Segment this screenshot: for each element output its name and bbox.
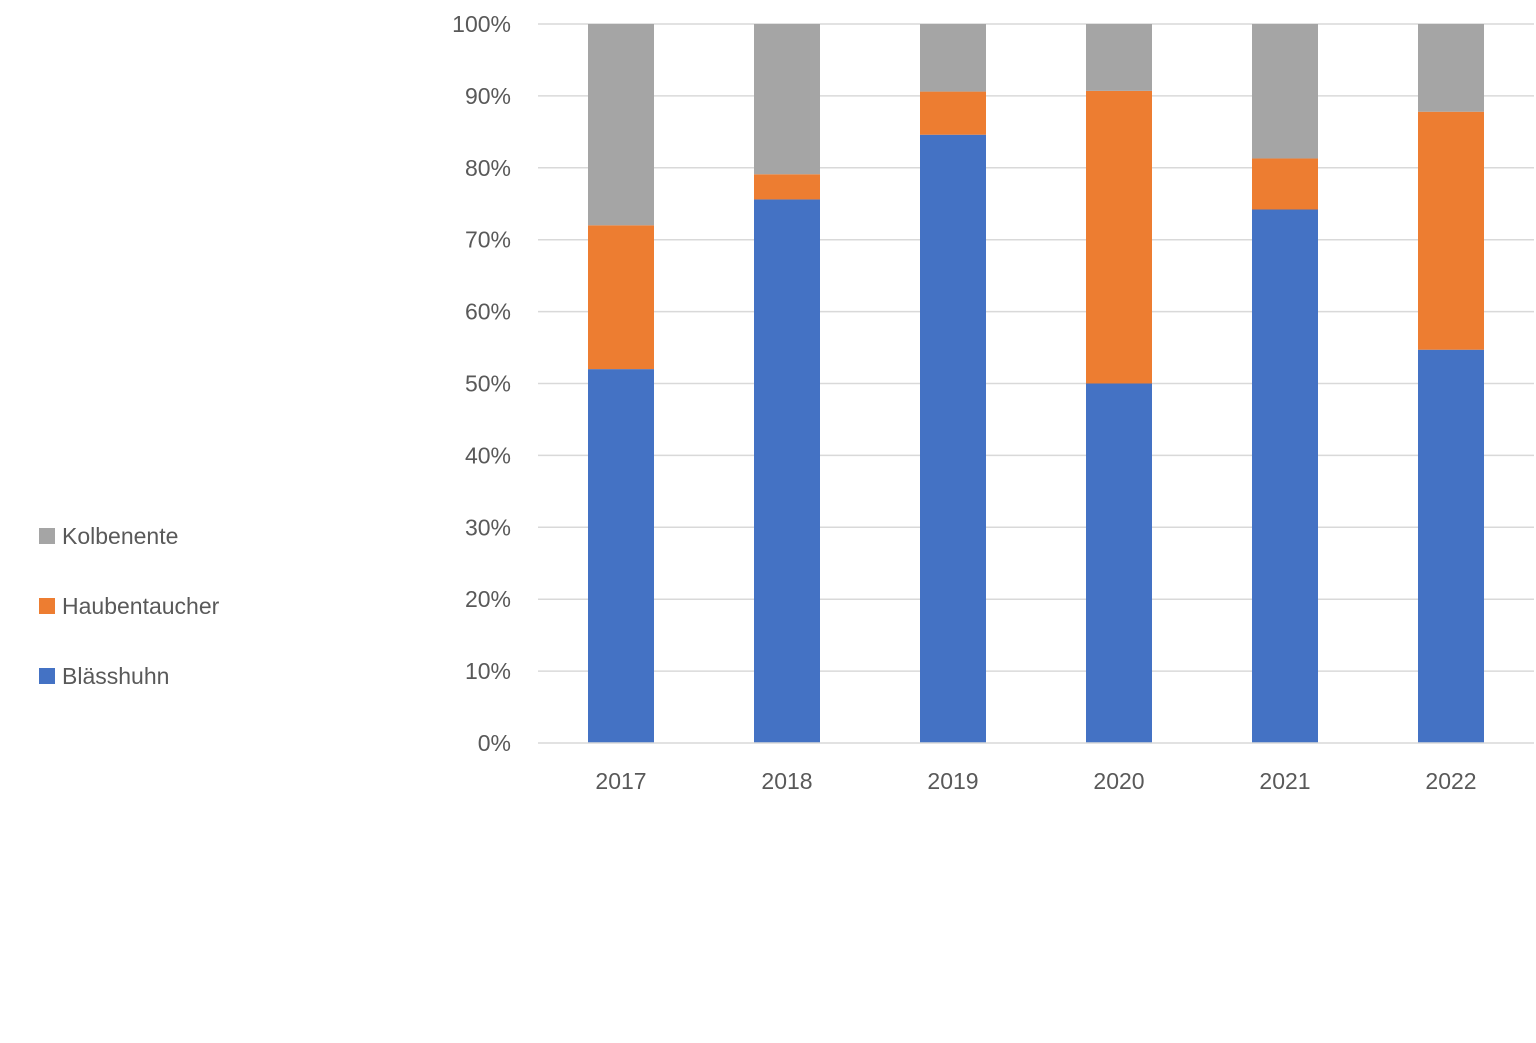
x-tick-label: 2017 bbox=[595, 768, 646, 794]
bar-kolbenente-2022 bbox=[1418, 24, 1484, 112]
legend-swatch bbox=[39, 598, 55, 614]
legend: Kolbenente Haubentaucher Blässhuhn bbox=[39, 523, 220, 689]
bar-kolbenente-2019 bbox=[920, 24, 986, 92]
bar-blässhuhn-2018 bbox=[754, 199, 820, 743]
x-tick-label: 2020 bbox=[1093, 768, 1144, 794]
y-tick-label: 20% bbox=[465, 586, 511, 612]
bar-kolbenente-2021 bbox=[1252, 24, 1318, 159]
bar-blässhuhn-2019 bbox=[920, 134, 986, 743]
legend-swatch bbox=[39, 668, 55, 684]
legend-label: Haubentaucher bbox=[62, 593, 220, 619]
legend-label: Kolbenente bbox=[62, 523, 178, 549]
y-tick-label: 30% bbox=[465, 514, 511, 540]
x-tick-label: 2018 bbox=[761, 768, 812, 794]
y-axis: 0% 10% 20% 30% 40% 50% 60% 70% 80% 90% 100% bbox=[452, 11, 511, 756]
bar-haubentaucher-2018 bbox=[754, 174, 820, 200]
y-tick-label: 40% bbox=[465, 442, 511, 468]
x-axis: 2017 2018 2019 2020 2021 2022 bbox=[595, 768, 1476, 794]
y-tick-label: 80% bbox=[465, 155, 511, 181]
bars bbox=[588, 24, 1484, 743]
y-tick-label: 10% bbox=[465, 658, 511, 684]
x-tick-label: 2022 bbox=[1425, 768, 1476, 794]
gridlines bbox=[538, 23, 1534, 672]
y-tick-label: 0% bbox=[478, 730, 511, 756]
bar-blässhuhn-2022 bbox=[1418, 349, 1484, 743]
bar-blässhuhn-2020 bbox=[1086, 383, 1152, 743]
bar-kolbenente-2017 bbox=[588, 24, 654, 226]
bar-haubentaucher-2020 bbox=[1086, 90, 1152, 384]
y-tick-label: 70% bbox=[465, 227, 511, 253]
bar-haubentaucher-2017 bbox=[588, 225, 654, 370]
bar-blässhuhn-2017 bbox=[588, 369, 654, 743]
y-tick-label: 50% bbox=[465, 371, 511, 397]
legend-label: Blässhuhn bbox=[62, 663, 169, 689]
bar-kolbenente-2020 bbox=[1086, 24, 1152, 91]
y-tick-label: 60% bbox=[465, 299, 511, 325]
legend-swatch bbox=[39, 528, 55, 544]
bar-haubentaucher-2019 bbox=[920, 91, 986, 135]
x-tick-label: 2021 bbox=[1259, 768, 1310, 794]
bar-kolbenente-2018 bbox=[754, 24, 820, 175]
y-tick-label: 100% bbox=[452, 11, 511, 37]
y-tick-label: 90% bbox=[465, 83, 511, 109]
bar-blässhuhn-2021 bbox=[1252, 209, 1318, 743]
x-tick-label: 2019 bbox=[927, 768, 978, 794]
bar-haubentaucher-2021 bbox=[1252, 158, 1318, 210]
bar-haubentaucher-2022 bbox=[1418, 111, 1484, 350]
